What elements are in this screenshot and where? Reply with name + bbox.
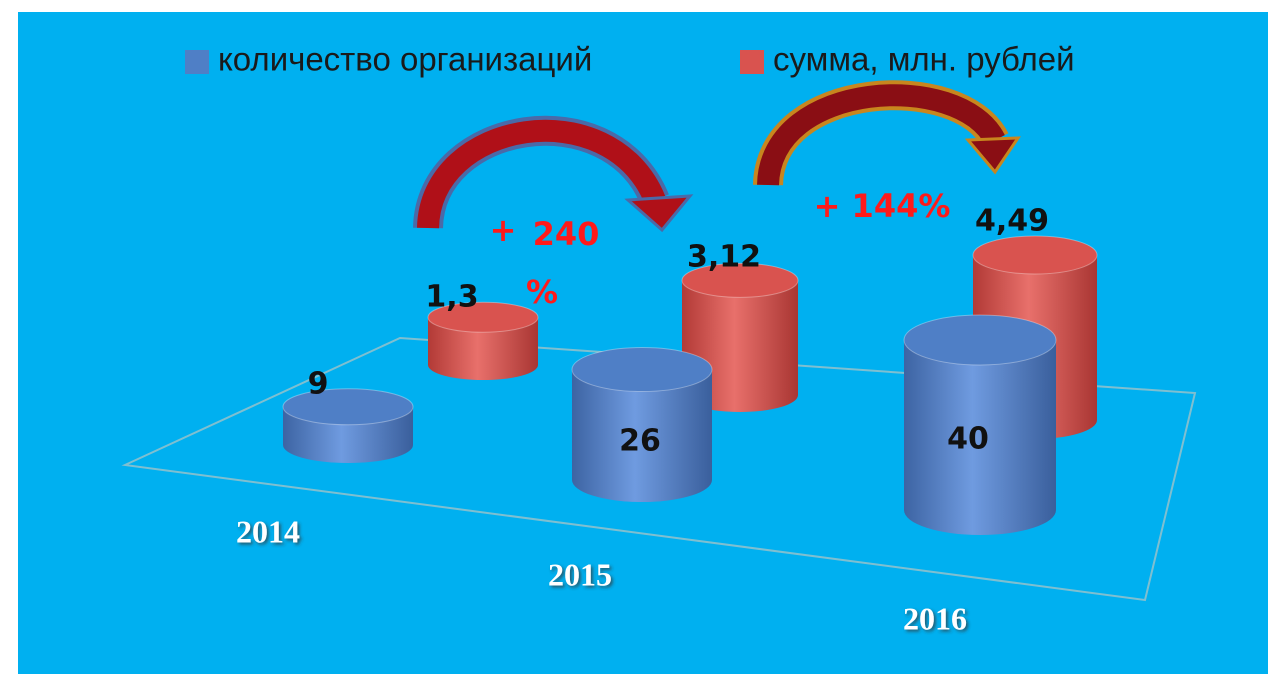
- cylinder-top: [282, 388, 414, 426]
- value-label: 40: [947, 422, 989, 457]
- legend-swatch: [740, 50, 764, 74]
- floor: [121, 336, 1197, 602]
- legend-label: сумма, млн. рублей: [773, 41, 1075, 78]
- cylinder: [427, 301, 539, 380]
- annotation: +: [490, 211, 517, 249]
- value-label: 9: [308, 367, 329, 402]
- annotation: + 144%: [814, 187, 951, 225]
- cylinder-body: [428, 317, 538, 380]
- legend-label: количество организаций: [218, 41, 592, 78]
- arrow: [753, 80, 1021, 187]
- value-label: 4,49: [975, 204, 1049, 239]
- cylinder-body: [572, 369, 712, 502]
- cylinder-top: [903, 314, 1057, 366]
- cylinder-top: [972, 235, 1098, 275]
- cylinder-top: [427, 301, 539, 333]
- x-tick-label: 2014: [236, 513, 300, 549]
- cylinder: [903, 314, 1057, 535]
- legend-swatch: [185, 50, 209, 74]
- cylinder-top: [681, 262, 799, 298]
- cylinder: [282, 388, 414, 463]
- annotation: 240: [533, 215, 600, 253]
- arrow: [413, 115, 694, 233]
- cylinder-top: [571, 347, 713, 392]
- cylinder-body: [904, 340, 1056, 535]
- x-tick-label: 2015: [548, 556, 612, 592]
- value-label: 3,12: [687, 240, 761, 275]
- value-label: 1,3: [425, 280, 478, 315]
- cylinder: [571, 347, 713, 502]
- value-label: 26: [619, 424, 661, 459]
- x-tick-label: 2016: [903, 600, 967, 636]
- annotation: %: [526, 273, 558, 311]
